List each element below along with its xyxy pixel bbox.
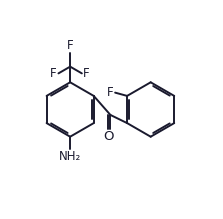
Text: O: O (104, 130, 114, 143)
Text: F: F (67, 39, 73, 52)
Text: NH₂: NH₂ (59, 150, 81, 163)
Text: F: F (83, 67, 90, 80)
Text: F: F (107, 86, 114, 99)
Text: F: F (50, 67, 57, 80)
